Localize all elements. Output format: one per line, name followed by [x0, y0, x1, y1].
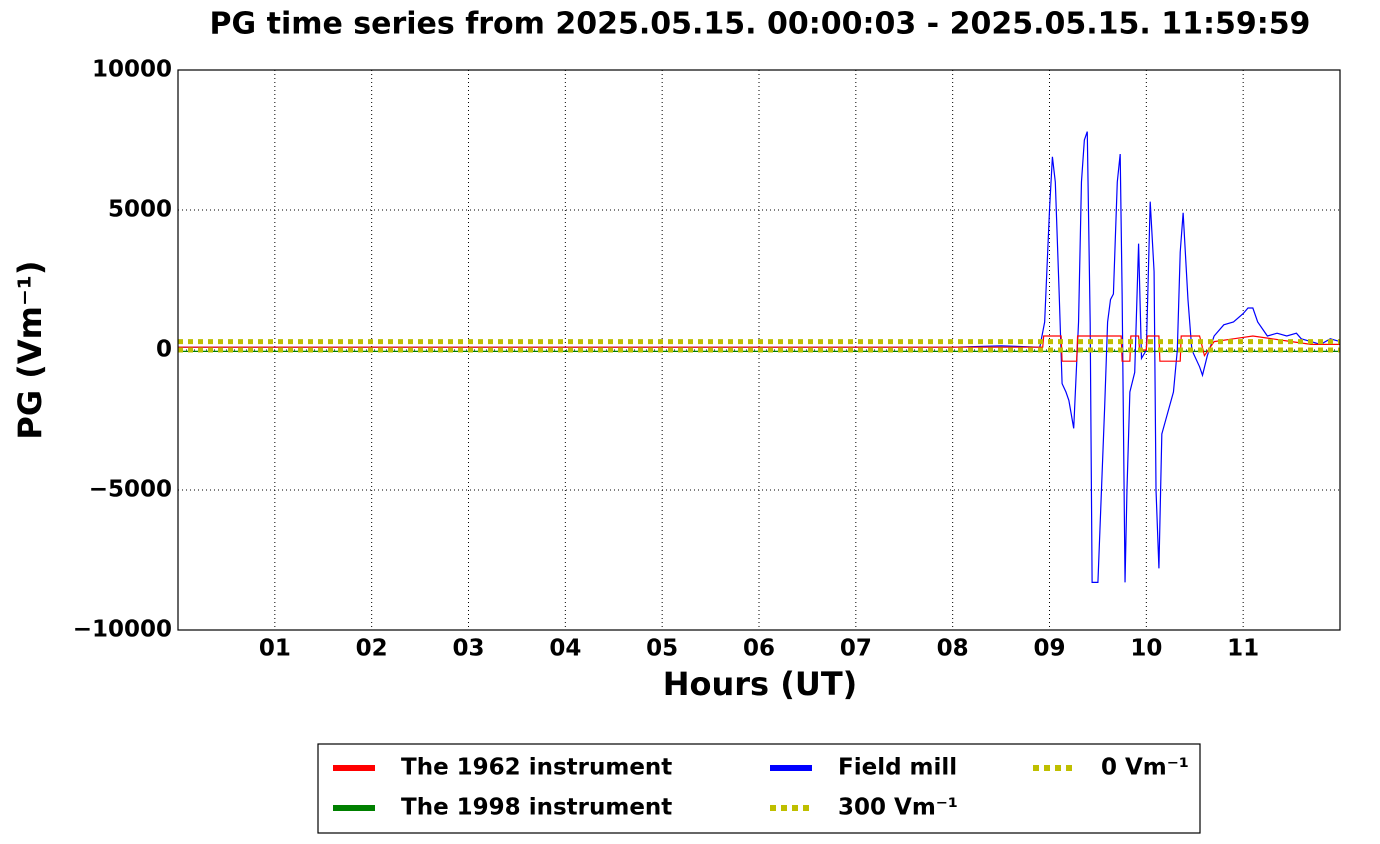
- legend-label: 300 Vm⁻¹: [838, 795, 958, 821]
- legend-label: The 1962 instrument: [401, 755, 672, 781]
- x-tick-label: 10: [1130, 636, 1162, 662]
- legend-box: [317, 743, 1201, 834]
- y-tick-label: −5000: [89, 477, 172, 503]
- y-tick-label: 0: [156, 337, 172, 363]
- plot-frame: [177, 69, 1341, 631]
- plot-lines: [178, 131, 1340, 584]
- x-tick-label: 07: [840, 636, 872, 662]
- x-tick-label: 06: [743, 636, 775, 662]
- x-axis-label: Hours (UT): [663, 665, 858, 703]
- x-tick-label: 02: [356, 636, 388, 662]
- series-line: [178, 131, 1340, 584]
- x-tick-label: 01: [259, 636, 291, 662]
- y-axis-label: PG (Vm⁻¹): [11, 260, 49, 439]
- y-tick-label: −10000: [73, 617, 172, 643]
- x-tick-label: 09: [1033, 636, 1065, 662]
- y-tick-label: 10000: [92, 57, 172, 83]
- x-tick-label: 11: [1227, 636, 1259, 662]
- x-tick-label: 04: [549, 636, 581, 662]
- y-tick-label: 5000: [108, 197, 172, 223]
- legend-label: The 1998 instrument: [401, 795, 672, 821]
- x-tick-label: 05: [646, 636, 678, 662]
- legend-label: 0 Vm⁻¹: [1101, 755, 1189, 781]
- x-tick-label: 03: [452, 636, 484, 662]
- x-tick-label: 08: [937, 636, 969, 662]
- legend-label: Field mill: [838, 755, 957, 781]
- series-line: [178, 335, 1340, 362]
- chart-title: PG time series from 2025.05.15. 00:00:03…: [210, 7, 1311, 42]
